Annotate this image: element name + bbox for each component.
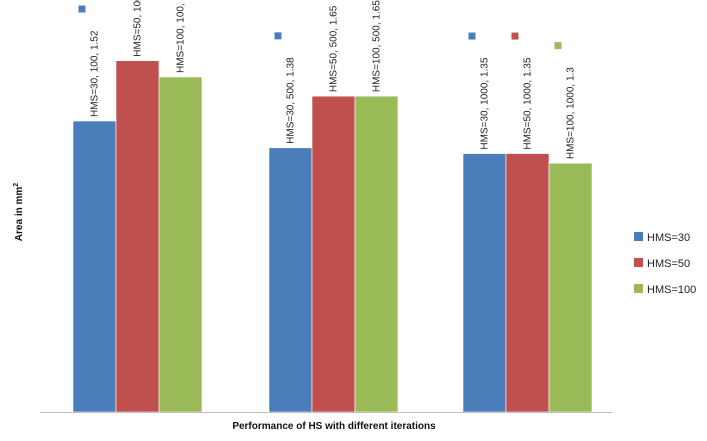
data-label: HMS=100, 500, 1.65 <box>372 0 383 92</box>
bar-hms-100-group-1 <box>158 76 203 413</box>
x-axis-title: Performance of HS with different iterati… <box>232 421 436 432</box>
bars-layer <box>72 60 593 413</box>
bar-hms-30-group-2 <box>268 147 313 413</box>
data-label: HMS=100, 1000, 1.3 <box>566 67 577 159</box>
bar-hms-50-group-2 <box>311 95 356 413</box>
legend-label: HMS=100 <box>647 284 696 296</box>
data-label: HMS=50, 1000, 1.35 <box>523 57 534 149</box>
data-label-key <box>78 5 86 13</box>
data-label: HMS=50, 500, 1.65 <box>329 5 340 92</box>
bar-hms-50-group-3 <box>505 153 550 413</box>
bar-hms-50-group-1 <box>115 60 160 413</box>
data-label: HMS=30, 500, 1.38 <box>286 57 297 144</box>
legend-swatch <box>634 284 643 293</box>
y-axis-title: Area in mm2 <box>13 183 25 241</box>
legend-swatch <box>634 258 643 267</box>
bar-hms-30-group-1 <box>72 120 117 413</box>
y-axis-title-text: Area in mm <box>14 187 25 242</box>
data-label-key <box>274 32 282 40</box>
legend-swatch <box>634 232 643 241</box>
data-label-key <box>468 32 476 40</box>
bar-hms-100-group-2 <box>354 95 399 413</box>
y-axis-title-superscript: 2 <box>13 183 20 187</box>
legend-label: HMS=50 <box>647 258 690 270</box>
data-labels-layer: HMS=30, 100, 1.52 HMS=30, 500, 1.38 HMS=30… <box>78 0 577 159</box>
bar-hms-100-group-3 <box>548 162 593 413</box>
data-label: HMS=100, 100, 1.75 <box>176 0 187 73</box>
bar-hms-30-group-3 <box>462 153 507 413</box>
legend: HMS=30 HMS=50 HMS=100 <box>634 232 696 296</box>
data-label: HMS=50, 100, 1.835 <box>133 0 144 57</box>
data-label-key <box>554 42 562 50</box>
data-label: HMS=30, 100, 1.52 <box>90 30 101 117</box>
legend-label: HMS=30 <box>647 232 690 244</box>
data-label-key <box>511 32 519 40</box>
data-label: HMS=30, 1000, 1.35 <box>480 57 491 149</box>
